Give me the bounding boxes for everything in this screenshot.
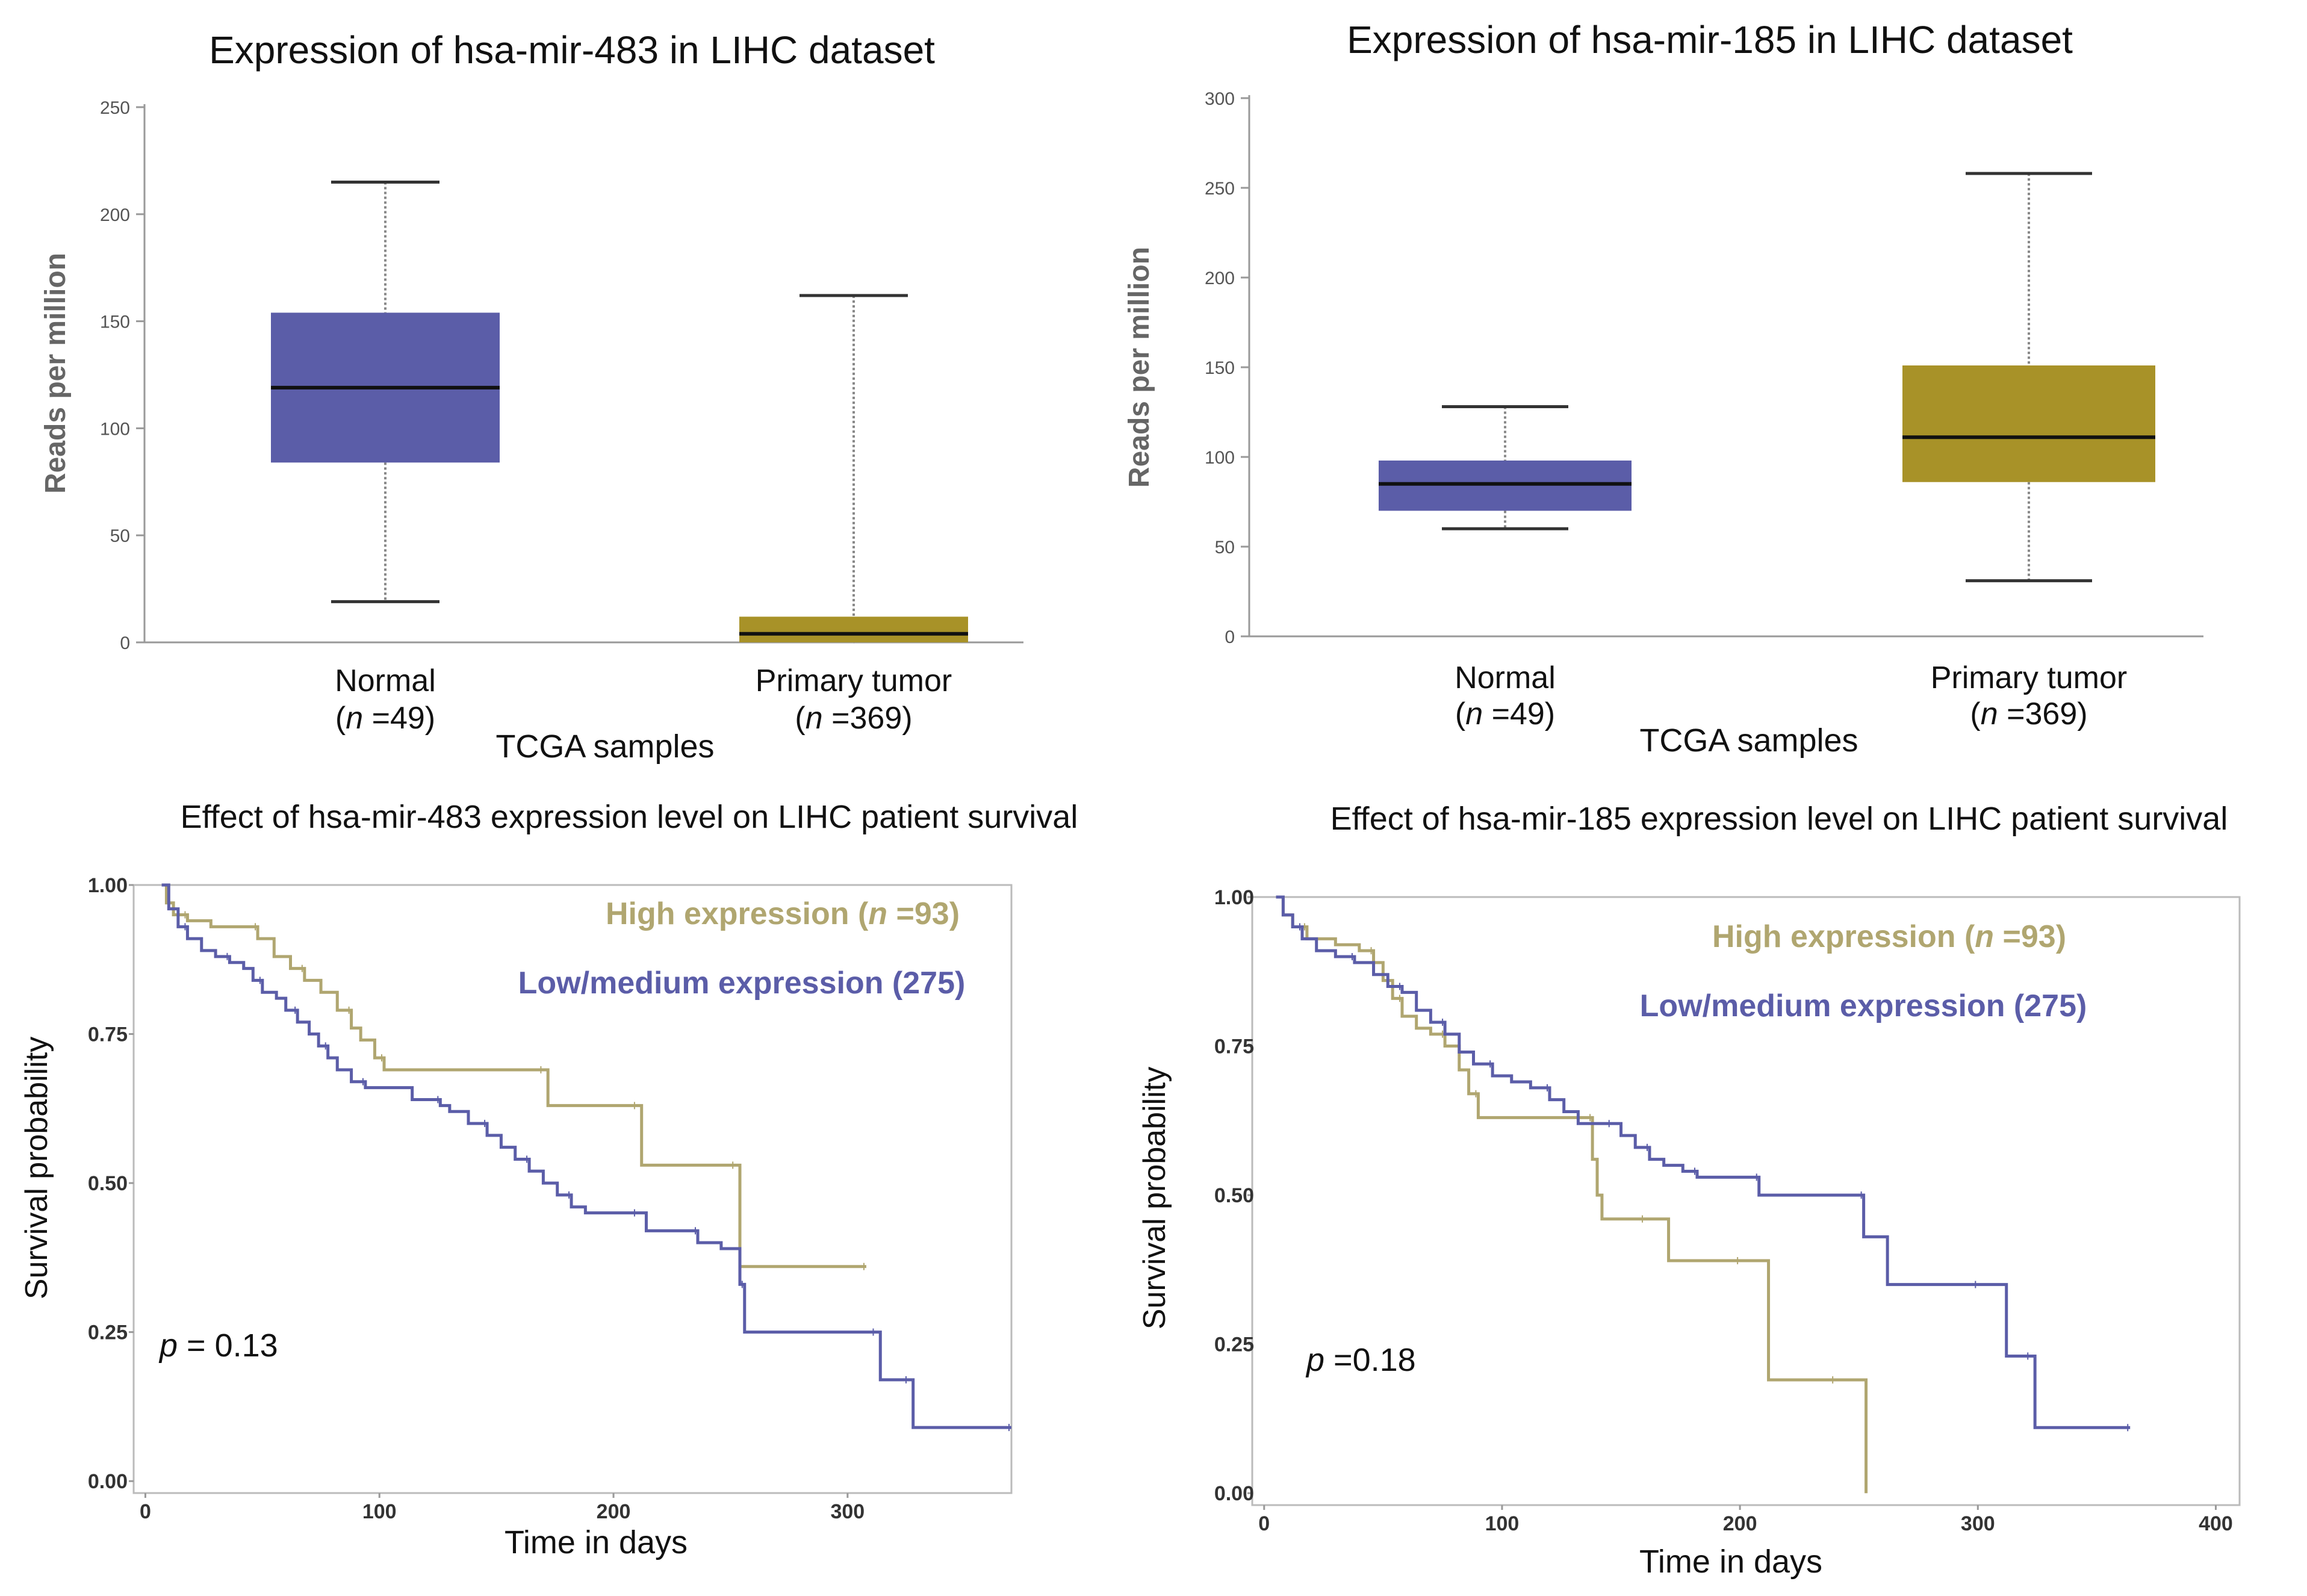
y-axis-label: Reads per million — [40, 253, 72, 494]
x-tick-label: 400 — [2199, 1512, 2233, 1535]
survival-curve-low-medium — [1276, 895, 2131, 1429]
x-tick-label: 200 — [597, 1500, 631, 1523]
x-tick-label: 0 — [1258, 1512, 1270, 1535]
legend-high-expression: High expression (n =93) — [1712, 919, 2066, 954]
legend-low-medium-expression: Low/medium expression (275) — [518, 966, 966, 1001]
y-tick-label: 0.25 — [88, 1321, 128, 1344]
p-value: p = 0.13 — [158, 1327, 278, 1364]
y-tick-label: 300 — [1205, 89, 1235, 109]
boxplot-panel-mir483: Expression of hsa-mir-483 in LIHC datase… — [40, 28, 1023, 765]
plot-frame — [1251, 896, 2241, 1506]
x-axis-label: Time in days — [1639, 1544, 1822, 1580]
y-tick-label: 0.00 — [1214, 1482, 1254, 1505]
x-axis-label: TCGA samples — [495, 728, 714, 765]
x-tick-label: 300 — [1961, 1512, 1995, 1535]
x-tick-label: 0 — [140, 1500, 151, 1523]
y-tick-label: 150 — [1205, 358, 1235, 378]
x-axis-label: Time in days — [505, 1524, 688, 1560]
chart-title: Effect of hsa-mir-185 expression level o… — [1330, 801, 2228, 837]
x-tick-label: 100 — [1485, 1512, 1520, 1535]
chart-title: Expression of hsa-mir-483 in LIHC datase… — [209, 28, 935, 72]
km-panel-mir185: Effect of hsa-mir-185 expression level o… — [1137, 801, 2241, 1580]
y-tick-label: 0.50 — [1214, 1184, 1254, 1207]
box-iqr — [1902, 365, 2155, 482]
legend-high-expression: High expression (n =93) — [606, 896, 960, 931]
y-tick-label: 0.75 — [88, 1023, 128, 1046]
y-axis-label: Survival probability — [19, 1037, 54, 1299]
survival-curve-high — [161, 883, 866, 1268]
x-category-n-label: (n =369) — [1970, 697, 2087, 731]
p-value: p =0.18 — [1305, 1342, 1416, 1378]
x-category-label: Primary tumor — [1931, 660, 2127, 695]
y-tick-label: 200 — [1205, 269, 1235, 288]
x-tick-label: 300 — [830, 1500, 865, 1523]
boxplot-panel-mir185: Expression of hsa-mir-185 in LIHC datase… — [1123, 18, 2203, 759]
plot-frame — [132, 884, 1013, 1494]
x-category-label: Normal — [1455, 660, 1556, 695]
y-tick-label: 250 — [100, 98, 130, 118]
y-axis-label: Survival probability — [1137, 1067, 1172, 1329]
box-iqr — [739, 616, 968, 642]
x-category-n-label: (n =49) — [1455, 697, 1555, 731]
y-tick-label: 0.00 — [88, 1470, 128, 1493]
x-category-n-label: (n =49) — [335, 701, 435, 736]
y-tick-label: 50 — [110, 526, 130, 546]
chart-title: Expression of hsa-mir-185 in LIHC datase… — [1347, 18, 2073, 61]
y-tick-label: 0.25 — [1214, 1334, 1254, 1356]
y-tick-label: 150 — [100, 312, 130, 332]
y-tick-label: 50 — [1215, 538, 1235, 557]
survival-curve-low-medium — [161, 883, 1011, 1429]
y-tick-label: 0 — [1225, 627, 1235, 647]
y-tick-label: 100 — [100, 419, 130, 439]
y-tick-label: 200 — [100, 205, 130, 225]
x-category-label: Normal — [335, 663, 436, 698]
y-tick-label: 0.75 — [1214, 1036, 1254, 1058]
km-panel-mir483: Effect of hsa-mir-483 expression level o… — [19, 799, 1078, 1560]
y-tick-label: 1.00 — [1214, 886, 1254, 909]
x-tick-label: 200 — [1723, 1512, 1757, 1535]
y-tick-label: 250 — [1205, 179, 1235, 199]
x-axis-label: TCGA samples — [1639, 722, 1858, 759]
y-tick-label: 0 — [120, 633, 130, 653]
chart-title: Effect of hsa-mir-483 expression level o… — [181, 799, 1078, 835]
legend-low-medium-expression: Low/medium expression (275) — [1640, 989, 2087, 1023]
y-axis-label: Reads per million — [1123, 247, 1155, 488]
y-tick-label: 1.00 — [88, 874, 128, 897]
x-category-label: Primary tumor — [756, 663, 952, 698]
y-tick-label: 100 — [1205, 448, 1235, 468]
y-tick-label: 0.50 — [88, 1172, 128, 1195]
x-tick-label: 100 — [362, 1500, 397, 1523]
x-category-n-label: (n =369) — [795, 701, 912, 736]
